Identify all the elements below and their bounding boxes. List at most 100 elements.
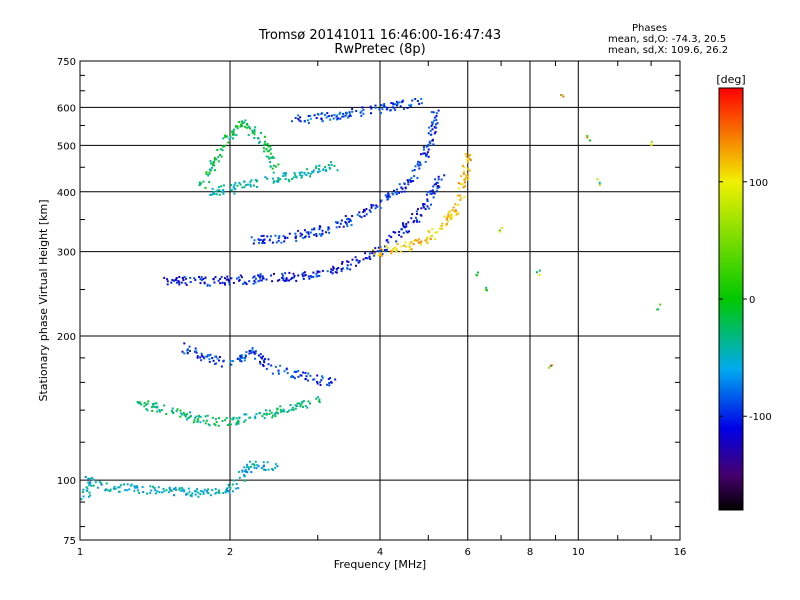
echo-point (183, 352, 186, 355)
echo-point (243, 475, 246, 478)
echo-point (203, 281, 206, 284)
echo-point (197, 414, 200, 417)
echo-point (385, 245, 388, 248)
echo-point (222, 190, 225, 193)
echo-point (259, 362, 262, 365)
echo-point (403, 244, 406, 247)
echo-point (328, 115, 330, 117)
echo-point (210, 169, 212, 172)
echo-point (362, 211, 365, 213)
y-tick-label: 200 (57, 332, 76, 343)
echo-point (457, 204, 460, 206)
echo-point (277, 370, 280, 373)
echo-point (465, 155, 468, 158)
echo-point (163, 490, 166, 493)
echo-point (244, 468, 247, 471)
echo-point (208, 358, 211, 361)
echo-point (252, 131, 255, 134)
echo-point (467, 168, 470, 171)
echo-point (90, 484, 93, 487)
y-tick-label: 75 (63, 536, 76, 547)
echo-point (267, 156, 270, 159)
echo-point (460, 197, 463, 200)
echo-point (260, 467, 263, 470)
echo-point (498, 229, 501, 232)
echo-point (295, 279, 298, 282)
echo-point (214, 276, 217, 279)
echo-point (454, 210, 457, 213)
echo-point (261, 357, 263, 360)
echo-point (432, 111, 435, 114)
echo-point (232, 186, 235, 188)
echo-point (332, 265, 335, 268)
echo-point (243, 420, 246, 423)
echo-point (432, 185, 435, 188)
echo-point (426, 240, 429, 243)
echo-point (245, 184, 248, 187)
echo-point (259, 238, 262, 241)
echo-point (87, 477, 90, 480)
echo-point (431, 121, 434, 124)
echo-point (244, 356, 247, 359)
echo-point (277, 179, 280, 182)
echo-point (394, 103, 397, 106)
echo-point (291, 406, 294, 409)
echo-point (403, 182, 406, 185)
echo-point (435, 183, 437, 185)
echo-point (396, 102, 399, 105)
echo-point (243, 473, 246, 476)
echo-point (320, 112, 323, 115)
echo-point (328, 384, 331, 387)
echo-point (302, 237, 305, 239)
echo-point (309, 231, 312, 234)
echo-point (409, 104, 412, 107)
x-tick-label: 10 (572, 547, 585, 558)
echo-point (351, 258, 354, 261)
echo-point (390, 236, 393, 239)
echo-point (239, 354, 242, 357)
echo-point (233, 192, 236, 195)
echo-point (281, 272, 284, 275)
echo-point (449, 217, 452, 220)
echo-point (548, 366, 551, 369)
echo-point (178, 487, 181, 490)
echo-point (413, 240, 416, 242)
echo-point (298, 171, 301, 174)
echo-point (215, 421, 218, 424)
echo-point (175, 277, 178, 279)
echo-point (194, 350, 197, 353)
echo-point (238, 279, 241, 282)
echo-point (240, 355, 243, 358)
echo-point (153, 402, 156, 405)
echo-point (197, 491, 200, 494)
echo-point (85, 486, 88, 489)
echo-point (138, 491, 141, 494)
echo-point (294, 237, 297, 240)
echo-point (325, 116, 328, 119)
echo-point (245, 351, 248, 354)
echo-point (447, 215, 450, 218)
echo-point (313, 114, 316, 117)
echo-point (219, 282, 222, 285)
echo-point (174, 279, 177, 281)
echo-point (90, 476, 93, 479)
echo-point (247, 133, 250, 136)
echo-point (279, 178, 282, 181)
echo-point (396, 188, 398, 191)
echo-point (349, 113, 351, 116)
echo-point (194, 416, 197, 419)
echo-point (538, 274, 541, 277)
echo-point (440, 178, 443, 181)
echo-point (135, 485, 138, 488)
echo-point (407, 180, 410, 183)
echo-point (242, 283, 245, 285)
echo-point (241, 125, 243, 127)
echo-point (118, 486, 121, 489)
echo-point (169, 488, 172, 491)
echo-point (260, 235, 263, 238)
echo-point (159, 410, 161, 413)
x-axis-label: Frequency [MHz] (334, 558, 426, 571)
echo-point (241, 122, 244, 125)
echo-point (347, 217, 350, 220)
echo-point (259, 353, 262, 356)
